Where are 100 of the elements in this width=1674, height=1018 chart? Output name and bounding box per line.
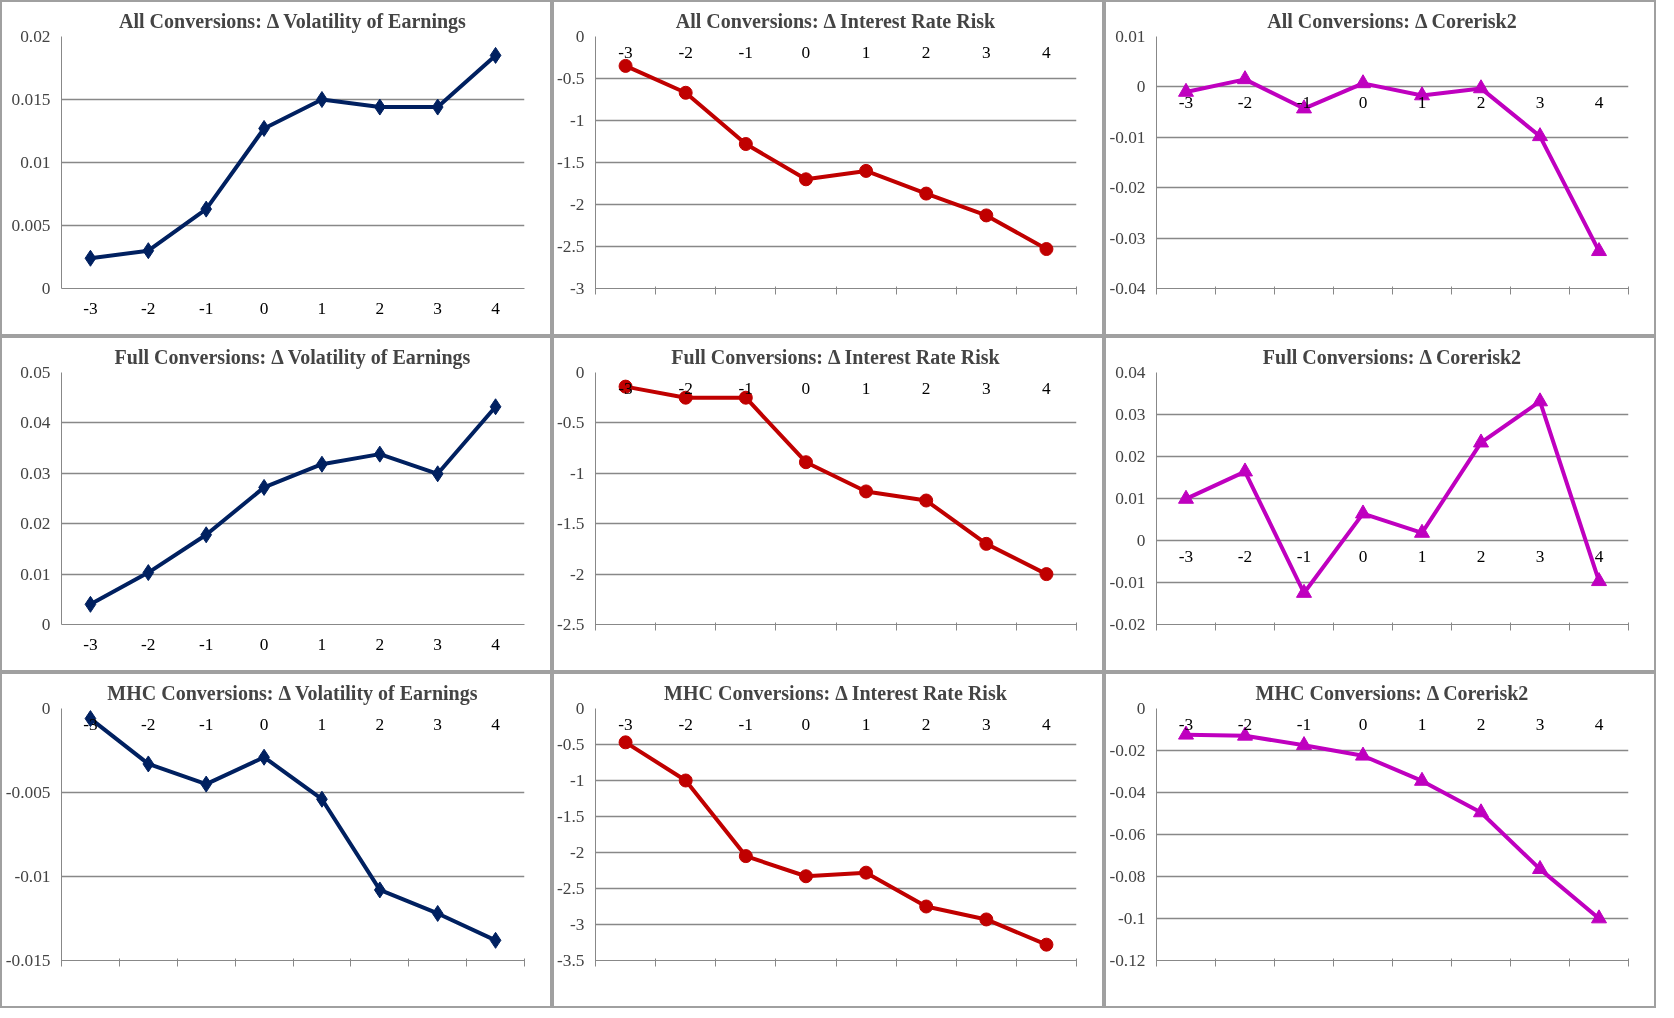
x-tick-label: -1 [198, 298, 214, 318]
y-tick-label: -2 [570, 195, 585, 214]
y-tick-label: -0.12 [1109, 951, 1146, 970]
x-tick-label: -1 [738, 714, 754, 734]
x-tick-label: 4 [491, 634, 501, 654]
chart-title: Full Conversions: Δ Corerisk2 [1262, 345, 1522, 368]
x-tick-label: 1 [861, 714, 871, 734]
y-tick-label: -0.015 [5, 951, 51, 970]
y-tick-label: 0 [41, 699, 51, 718]
x-tick-label: 0 [801, 42, 811, 62]
chart-title: All Conversions: Δ Interest Rate Risk [675, 9, 997, 32]
y-tick-label: 0.02 [20, 514, 51, 534]
x-tick-label: 3 [433, 634, 443, 654]
y-tick-label: -0.5 [557, 413, 585, 433]
x-tick-label: -3 [618, 42, 633, 62]
x-tick-label: 2 [921, 378, 931, 398]
y-tick-label: 0 [1136, 77, 1146, 97]
x-tick-label: 4 [1594, 714, 1604, 734]
x-tick-label: 4 [1594, 546, 1604, 566]
x-tick-label: -2 [141, 298, 156, 318]
x-tick-label: -1 [198, 714, 214, 734]
y-tick-label: -0.005 [5, 783, 51, 802]
x-tick-label: 4 [1042, 714, 1052, 734]
x-tick-label: -3 [83, 634, 98, 654]
y-tick-label: -0.01 [14, 867, 51, 886]
x-tick-label: -3 [618, 714, 633, 734]
x-tick-label: -2 [141, 634, 156, 654]
y-tick-label: -0.5 [557, 735, 585, 754]
y-tick-label: 0.01 [1115, 489, 1146, 508]
y-tick-label: -1.5 [557, 153, 585, 172]
x-tick-label: 4 [1042, 42, 1052, 62]
y-tick-label: 0 [575, 699, 585, 718]
y-tick-label: 0.03 [1115, 405, 1146, 424]
y-tick-label: -2.5 [557, 879, 585, 898]
y-tick-label: -0.01 [1109, 573, 1146, 592]
y-tick-label: -0.08 [1109, 867, 1146, 886]
x-tick-label: 3 [433, 714, 443, 734]
y-tick-label: 0.01 [1115, 27, 1146, 46]
chart-title: All Conversions: Δ Corerisk2 [1267, 9, 1517, 32]
x-tick-label: -3 [83, 298, 98, 318]
y-tick-label: -1 [570, 111, 585, 130]
x-tick-label: 1 [317, 634, 327, 654]
x-tick-label: 0 [1358, 92, 1368, 112]
x-tick-label: 0 [1358, 714, 1368, 734]
x-tick-label: 4 [491, 714, 501, 734]
x-tick-label: -1 [738, 42, 754, 62]
x-tick-label: 1 [861, 42, 871, 62]
x-tick-label: -2 [678, 42, 693, 62]
x-tick-label: -2 [678, 714, 693, 734]
x-tick-label: 4 [1042, 378, 1052, 398]
x-tick-label: 3 [981, 42, 991, 62]
x-tick-label: 1 [861, 378, 871, 398]
x-tick-label: 3 [981, 714, 991, 734]
y-tick-label: -1.5 [557, 514, 585, 534]
y-tick-label: 0.03 [20, 463, 51, 483]
x-tick-label: 2 [921, 42, 931, 62]
y-tick-label: -2 [570, 564, 585, 584]
y-tick-label: 0.01 [20, 564, 51, 584]
y-tick-label: 0.04 [20, 413, 51, 433]
x-tick-label: 4 [1594, 92, 1604, 112]
y-tick-label: -3.5 [557, 951, 585, 970]
y-tick-label: -1 [570, 771, 585, 790]
x-tick-label: -3 [618, 378, 633, 398]
y-tick-label: -0.5 [557, 69, 585, 88]
x-tick-label: 0 [801, 714, 811, 734]
y-tick-label: -2.5 [557, 615, 585, 634]
x-tick-label: 1 [1417, 546, 1427, 566]
y-tick-label: -0.1 [1118, 909, 1146, 928]
x-tick-label: 2 [1476, 546, 1486, 566]
y-tick-label: -0.04 [1109, 279, 1146, 298]
x-tick-label: -1 [198, 634, 214, 654]
y-tick-label: -1 [570, 463, 585, 483]
y-tick-label: 0.05 [20, 363, 51, 382]
x-tick-label: 2 [375, 634, 385, 654]
x-tick-label: 0 [259, 714, 269, 734]
y-tick-label: -3 [570, 915, 585, 934]
x-tick-label: 2 [921, 714, 931, 734]
y-tick-label: -0.06 [1109, 825, 1146, 844]
y-tick-label: 0 [41, 279, 51, 298]
y-tick-label: 0 [1136, 699, 1146, 718]
x-tick-label: -3 [1178, 92, 1194, 112]
x-tick-label: 4 [491, 298, 501, 318]
x-tick-label: 0 [1358, 546, 1368, 566]
chart-title: MHC Conversions: Δ Interest Rate Risk [664, 681, 1008, 704]
x-tick-label: -2 [1237, 92, 1253, 112]
x-tick-label: 1 [317, 298, 327, 318]
y-tick-label: 0 [575, 363, 585, 382]
y-tick-label: 0 [575, 27, 585, 46]
y-tick-label: -0.02 [1109, 741, 1146, 760]
x-tick-label: 3 [1535, 714, 1545, 734]
x-tick-label: 3 [433, 298, 443, 318]
x-tick-label: 1 [1417, 714, 1427, 734]
x-tick-label: 2 [375, 714, 385, 734]
y-tick-label: -3 [570, 279, 585, 298]
x-tick-label: 2 [1476, 92, 1486, 112]
x-tick-label: 1 [317, 714, 327, 734]
chart-title: MHC Conversions: Δ Volatility of Earnings [107, 681, 478, 705]
y-tick-label: 0.02 [1115, 447, 1146, 466]
x-tick-label: 0 [259, 298, 269, 318]
y-tick-label: 0.01 [20, 153, 51, 172]
